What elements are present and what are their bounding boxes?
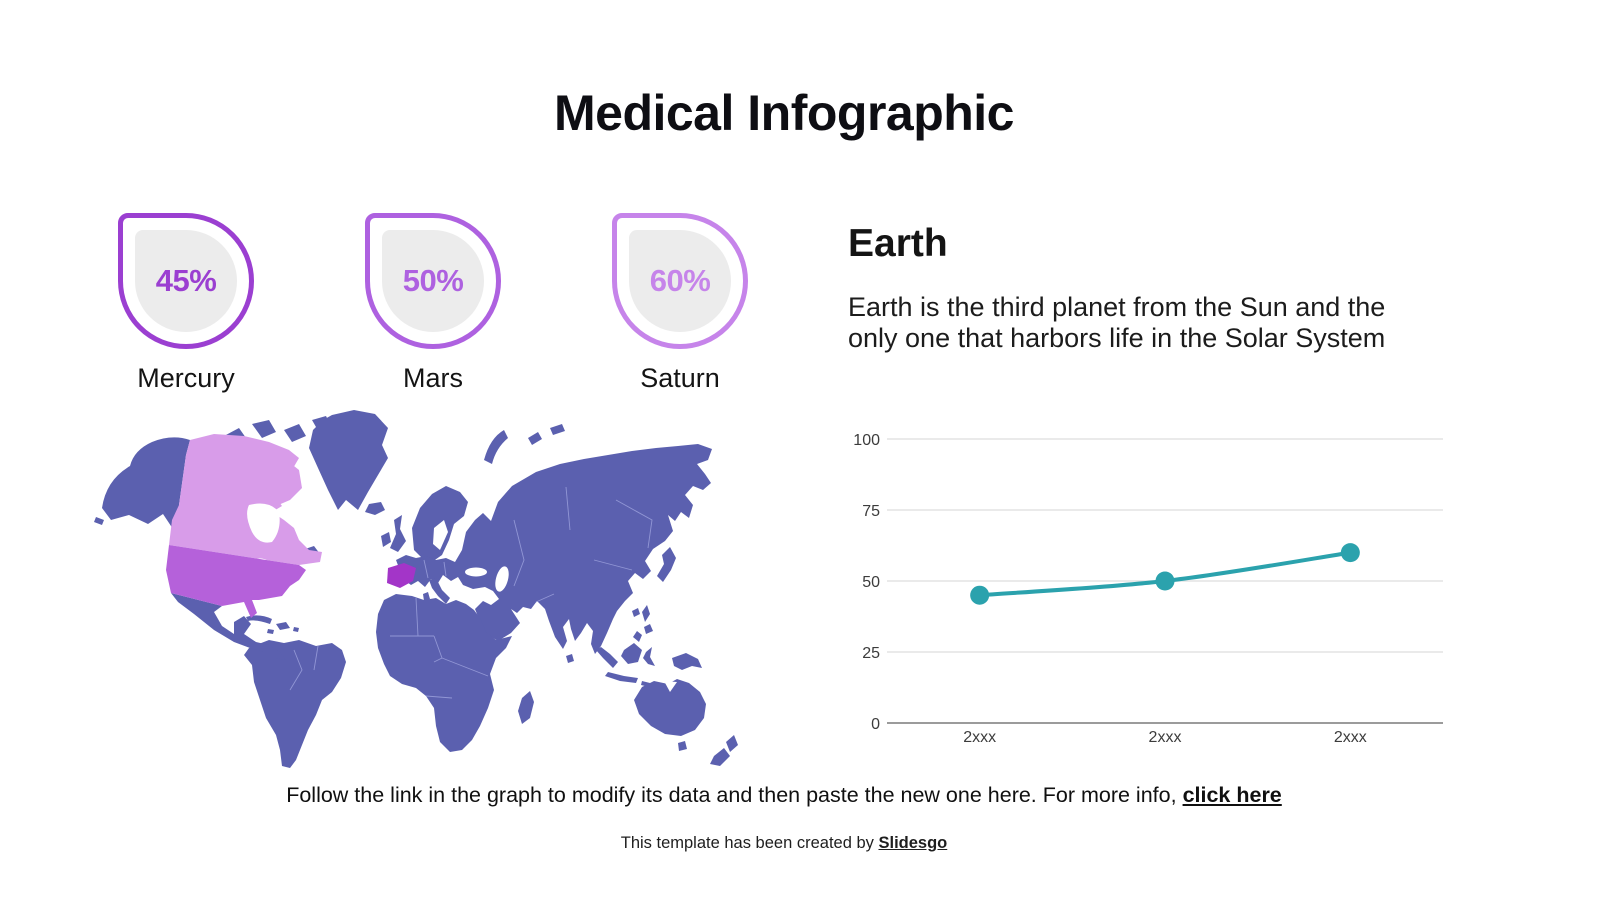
click-here-link[interactable]: click here — [1182, 783, 1282, 807]
map-region-mexico — [171, 593, 286, 660]
droplet-shape-mars: 50% — [365, 213, 501, 349]
stat-label-mercury: Mercury — [137, 363, 235, 393]
stat-mercury: 45% Mercury — [118, 213, 254, 394]
map-landmass — [678, 735, 738, 766]
map-region-south-america — [244, 640, 346, 768]
y-tick-label: 50 — [862, 574, 880, 591]
map-region-greenland — [309, 410, 388, 510]
instruction-prefix: Follow the link in the graph to modify i… — [286, 783, 1183, 807]
data-point — [1340, 543, 1360, 563]
map-landmass — [566, 654, 574, 663]
map-region-usa — [166, 545, 306, 618]
map-landmass — [94, 517, 104, 525]
droplet-inner: 50% — [382, 230, 484, 332]
map-region-spain — [387, 563, 416, 588]
stat-label-saturn: Saturn — [640, 363, 720, 393]
droplet-shape-mercury: 45% — [118, 213, 254, 349]
map-region-canada-islands — [219, 448, 302, 506]
slidesgo-link[interactable]: Slidesgo — [878, 834, 948, 852]
map-region-africa — [376, 594, 512, 752]
credit-prefix: This template has been created by — [620, 834, 879, 852]
page-title: Medical Infographic — [553, 85, 1015, 141]
line-chart-svg: 0 25 50 75 100 2xxx 2xxx 2xxx — [853, 432, 1443, 746]
map-landmass — [484, 424, 565, 464]
stat-mars: 50% Mars — [365, 213, 501, 394]
instruction-text: Follow the link in the graph to modify i… — [0, 783, 1568, 808]
stat-label-mars: Mars — [403, 363, 463, 393]
map-region-new-guinea — [672, 653, 702, 670]
map-region-alaska — [102, 437, 190, 532]
map-water-carpentaria — [664, 681, 677, 692]
map-water-caspian-sea — [495, 566, 509, 592]
map-landmass — [381, 532, 391, 547]
y-tick-label: 25 — [862, 645, 880, 662]
map-country-borders — [289, 486, 653, 699]
y-tick-label: 75 — [862, 503, 880, 520]
map-region-iceland — [365, 502, 385, 515]
map-water-baltic — [433, 520, 448, 550]
x-tick-label: 2xxx — [1149, 729, 1182, 746]
stat-value-saturn: 60% — [649, 263, 711, 298]
droplet-inner: 60% — [629, 230, 731, 332]
map-region-eurasia — [396, 444, 712, 654]
map-region-australia — [634, 679, 706, 736]
stat-saturn: 60% Saturn — [612, 213, 748, 394]
data-point — [1155, 571, 1175, 591]
section-heading-earth: Earth — [848, 222, 948, 265]
data-point — [970, 585, 990, 605]
map-water-black-sea — [465, 567, 487, 577]
map-region-uk — [390, 515, 406, 552]
droplet-inner: 45% — [135, 230, 237, 332]
map-region-caribbean — [246, 615, 299, 634]
line-chart[interactable]: 0 25 50 75 100 2xxx 2xxx 2xxx — [830, 420, 1450, 760]
map-landmass — [632, 605, 653, 642]
world-map-svg — [94, 410, 738, 768]
map-water-hudson-bay — [247, 503, 280, 543]
credit-text: This template has been created by Slides… — [0, 834, 1568, 853]
y-tick-label: 0 — [871, 716, 880, 733]
map-region-japan — [655, 516, 676, 582]
map-region-indonesia — [596, 643, 661, 690]
earth-description: Earth is the third planet from the Sun a… — [848, 292, 1386, 353]
world-map — [92, 398, 752, 776]
x-tick-label: 2xxx — [963, 729, 996, 746]
map-region-madagascar — [518, 691, 534, 724]
stat-value-mercury: 45% — [155, 263, 217, 298]
droplet-shape-saturn: 60% — [612, 213, 748, 349]
y-tick-label: 100 — [853, 432, 880, 449]
x-tick-label: 2xxx — [1334, 729, 1367, 746]
stat-value-mars: 50% — [402, 263, 464, 298]
